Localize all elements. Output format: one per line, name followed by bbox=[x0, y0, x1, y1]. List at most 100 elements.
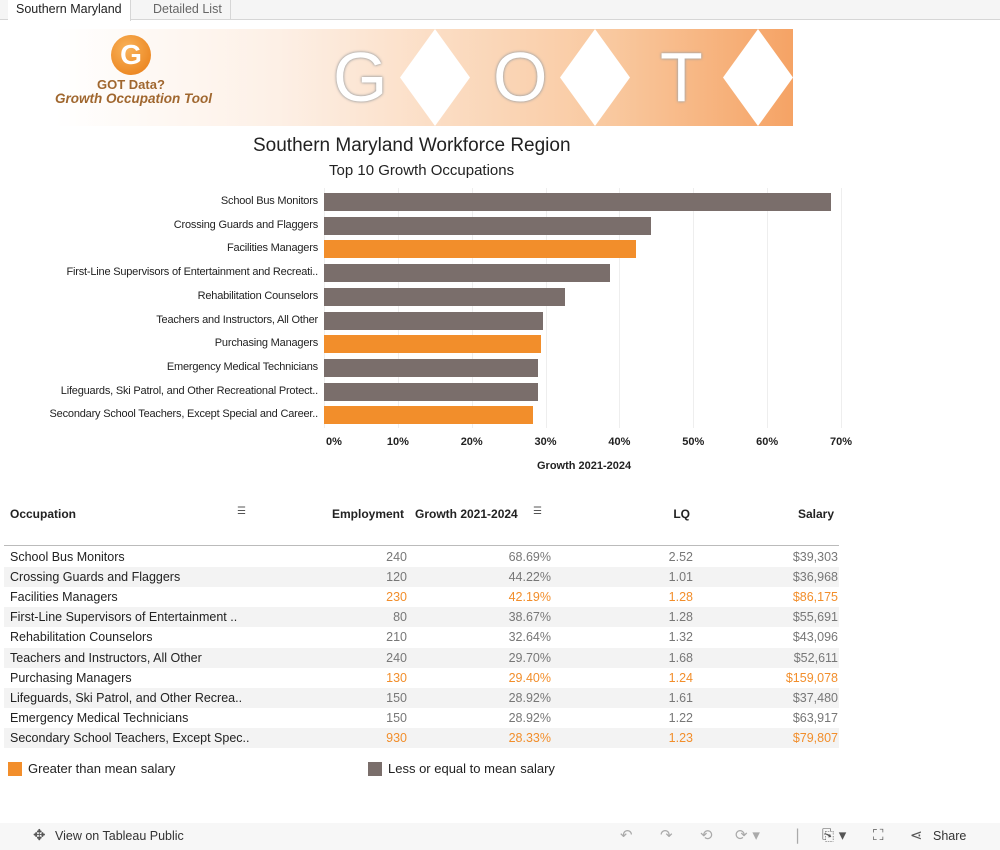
col-header-growth[interactable]: Growth 2021-2024 bbox=[415, 507, 518, 521]
refresh-icon[interactable]: ⟳ ▾ bbox=[735, 826, 760, 844]
cell-lq: 1.61 bbox=[668, 690, 693, 705]
cell-growth: 42.19% bbox=[508, 590, 551, 605]
diamond-shape bbox=[723, 29, 793, 126]
cell-growth: 68.69% bbox=[508, 550, 551, 564]
page-title: Southern Maryland Workforce Region bbox=[253, 135, 571, 156]
x-tick-label: 20% bbox=[460, 436, 483, 448]
bar[interactable] bbox=[324, 382, 538, 401]
legend-label: Less or equal to mean salary bbox=[388, 761, 555, 776]
col-header-employment[interactable]: Employment bbox=[331, 507, 404, 521]
cell-employment: 150 bbox=[386, 710, 407, 725]
view-on-tableau-link[interactable]: View on Tableau Public bbox=[55, 829, 184, 843]
cell-growth: 29.40% bbox=[508, 670, 551, 685]
cell-growth: 44.22% bbox=[508, 570, 551, 585]
cell-lq: 2.52 bbox=[668, 550, 693, 564]
table-row[interactable]: Emergency Medical Technicians 150 28.92% 1.… bbox=[4, 708, 839, 728]
cell-salary: $79,807 bbox=[792, 730, 838, 745]
table-row[interactable]: School Bus Monitors 240 68.69% 2.52 $39,303 bbox=[4, 547, 839, 567]
cell-salary: $52,611 bbox=[793, 650, 838, 665]
got-logo-icon: G bbox=[111, 35, 151, 75]
banner-letter-g: G bbox=[333, 38, 388, 116]
got-banner: G GOT Data? Growth Occupation Tool G O T bbox=[55, 29, 793, 126]
bar[interactable] bbox=[324, 358, 538, 377]
table-row[interactable]: Crossing Guards and Flaggers 120 44.22% 1.0… bbox=[4, 567, 839, 588]
table-row[interactable]: Secondary School Teachers, Except Spec..… bbox=[4, 727, 839, 748]
bar-label: Facilities Managers bbox=[227, 242, 318, 255]
table-row[interactable]: Lifeguards, Ski Patrol, and Other Recrea… bbox=[4, 687, 839, 708]
gridline bbox=[841, 188, 842, 428]
gridline bbox=[324, 188, 325, 428]
cell-employment: 120 bbox=[386, 570, 407, 585]
bar[interactable] bbox=[324, 264, 610, 283]
legend-swatch bbox=[8, 761, 22, 776]
fullscreen-icon[interactable]: ⛶ bbox=[873, 826, 884, 844]
cell-occupation: Emergency Medical Technicians bbox=[10, 710, 189, 725]
logo-line2: Growth Occupation Tool bbox=[55, 91, 212, 106]
gridline bbox=[767, 188, 769, 428]
cell-salary: $55,691 bbox=[792, 610, 838, 625]
table-row[interactable]: Purchasing Managers 130 29.40% 1.24 $159,078 bbox=[4, 668, 839, 688]
undo-icon[interactable]: ↶ bbox=[620, 826, 633, 844]
bar-label: Crossing Guards and Flaggers bbox=[173, 218, 318, 231]
bar[interactable] bbox=[324, 287, 566, 306]
cell-lq: 1.23 bbox=[668, 730, 693, 745]
cell-occupation: Facilities Managers bbox=[10, 590, 118, 605]
bar[interactable] bbox=[324, 406, 534, 425]
banner-letter-t: T bbox=[660, 38, 703, 116]
cell-salary: $39,303 bbox=[792, 550, 838, 564]
redo-icon[interactable]: ↷ bbox=[660, 826, 673, 844]
cell-employment: 80 bbox=[393, 610, 407, 625]
cell-employment: 230 bbox=[386, 590, 407, 605]
x-axis-label: Growth 2021-2024 bbox=[537, 460, 632, 472]
download-icon[interactable]: ⎘ ▾ bbox=[822, 826, 847, 844]
share-icon[interactable]: ⋖ bbox=[910, 826, 923, 844]
cell-salary: $43,096 bbox=[792, 630, 838, 645]
bar[interactable] bbox=[324, 193, 832, 211]
chart-subtitle: Top 10 Growth Occupations bbox=[329, 162, 515, 179]
bar-label: Rehabilitation Counselors bbox=[197, 289, 319, 302]
table-row[interactable]: Teachers and Instructors, All Other 240 29… bbox=[4, 647, 839, 668]
banner-letter-o: O bbox=[493, 38, 548, 116]
bar-label: Lifeguards, Ski Patrol, and Other Recrea… bbox=[60, 384, 318, 397]
x-tick-label: 70% bbox=[829, 436, 853, 448]
tab-southern-maryland[interactable]: Southern Maryland bbox=[8, 0, 131, 21]
bar[interactable] bbox=[324, 216, 651, 235]
cell-salary: $36,968 bbox=[792, 570, 838, 585]
cell-lq: 1.24 bbox=[668, 670, 693, 685]
cell-lq: 1.28 bbox=[668, 610, 693, 625]
gridline bbox=[545, 188, 547, 428]
bar-label: Secondary School Teachers, Except Specia… bbox=[49, 408, 319, 421]
bar-label: School Bus Monitors bbox=[220, 195, 318, 207]
table-row[interactable]: Facilities Managers 230 42.19% 1.28 $86,175 bbox=[4, 587, 839, 607]
cell-lq: 1.01 bbox=[668, 570, 693, 585]
header-divider bbox=[4, 545, 839, 546]
cell-lq: 1.28 bbox=[668, 590, 693, 605]
cell-salary: $37,480 bbox=[792, 690, 838, 705]
gridline bbox=[397, 188, 399, 428]
divider: | bbox=[795, 826, 801, 844]
bar[interactable] bbox=[324, 311, 544, 330]
bar[interactable] bbox=[324, 335, 542, 354]
cell-growth: 28.92% bbox=[508, 690, 551, 705]
cell-occupation: School Bus Monitors bbox=[10, 550, 125, 564]
bar-label: First-Line Supervisors of Entertainment … bbox=[66, 266, 319, 279]
cell-lq: 1.68 bbox=[668, 650, 693, 665]
cell-occupation: Crossing Guards and Flaggers bbox=[10, 570, 181, 585]
col-header-occupation[interactable]: Occupation bbox=[10, 507, 77, 521]
table-row[interactable]: Rehabilitation Counselors 210 32.64% 1.32 $4… bbox=[4, 627, 839, 647]
col-header-lq[interactable]: LQ bbox=[673, 507, 690, 521]
bar[interactable] bbox=[324, 240, 636, 259]
cell-occupation: Lifeguards, Ski Patrol, and Other Recrea… bbox=[10, 690, 243, 705]
cell-employment: 240 bbox=[386, 550, 407, 564]
tableau-logo-icon: ✥ bbox=[33, 826, 46, 844]
tab-detailed-list[interactable]: Detailed List bbox=[145, 0, 231, 20]
share-button[interactable]: Share bbox=[933, 829, 967, 843]
col-header-salary[interactable]: Salary bbox=[797, 507, 834, 521]
sort-icon[interactable]: ☰ bbox=[237, 506, 246, 517]
x-tick-label: 10% bbox=[386, 436, 409, 448]
legend-above-mean: Greater than mean salary bbox=[8, 761, 175, 776]
cell-occupation: Rehabilitation Counselors bbox=[10, 630, 153, 645]
revert-icon[interactable]: ⟲ bbox=[700, 826, 713, 844]
sort-icon[interactable]: ☰ bbox=[533, 506, 542, 517]
table-row[interactable]: First-Line Supervisors of Entertainment … bbox=[4, 607, 839, 628]
